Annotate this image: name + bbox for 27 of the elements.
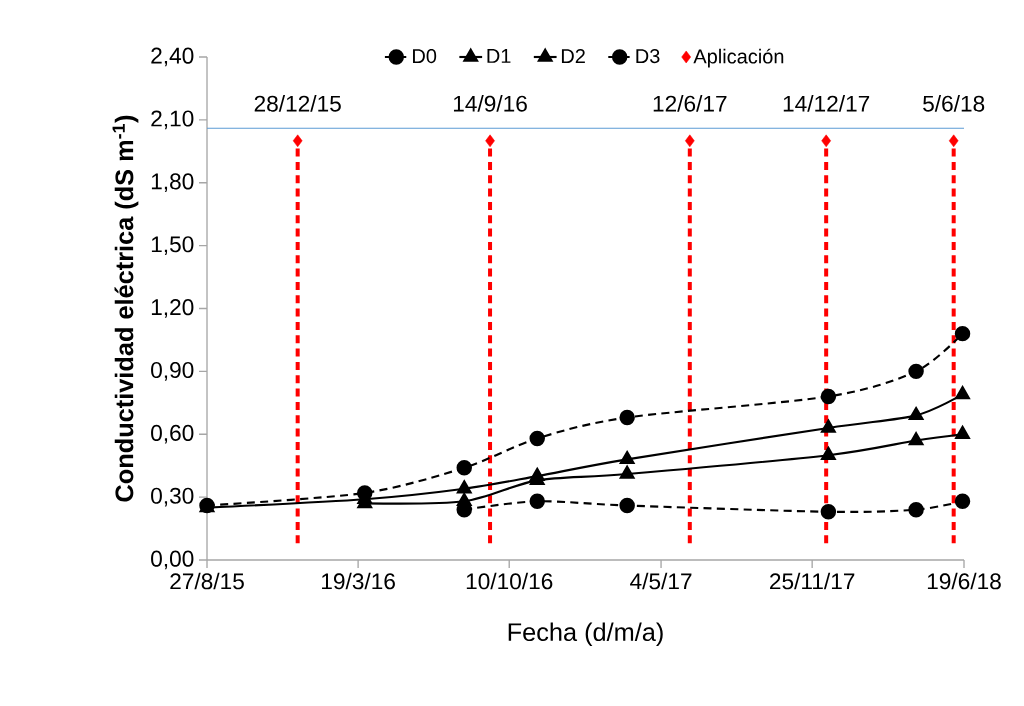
- ref-line-label: 12/6/17: [653, 95, 727, 112]
- y-tick-label: 0,00: [151, 550, 194, 570]
- y-axis-title: Conductividad eléctrica (dS m$^{-1}$): [112, 115, 139, 502]
- y-tick-label: 0,30: [151, 487, 194, 507]
- y-tick-label: 1,20: [151, 299, 194, 318]
- legend-label: Aplicación: [693, 48, 784, 68]
- x-tick-label: 19/3/16: [322, 572, 395, 590]
- ref-line-label: 14/12/17: [783, 95, 870, 112]
- legend-label: D1: [487, 49, 511, 63]
- y-tick-label: 1,50: [151, 236, 194, 255]
- x-tick-label: 25/11/17: [770, 572, 855, 590]
- legend-label: D3: [636, 49, 660, 64]
- y-tick-label: 2,40: [151, 47, 194, 67]
- x-tick-label: 27/8/15: [170, 572, 244, 590]
- x-tick-label: 10/10/16: [466, 572, 553, 590]
- y-tick-label: 2,10: [151, 110, 194, 130]
- x-axis-title: Fecha (d/m/a): [508, 622, 663, 647]
- ref-line-label: 28/12/15: [254, 95, 341, 112]
- x-tick-label: 4/5/17: [630, 572, 692, 590]
- y-tick-label: 0,90: [151, 362, 194, 381]
- ref-line-label: 14/9/16: [453, 95, 527, 112]
- legend-label: D2: [561, 49, 585, 63]
- y-tick-label: 1,80: [151, 173, 194, 193]
- legend-label: D0: [413, 49, 437, 64]
- y-tick-label: 0,60: [151, 424, 194, 444]
- x-tick-label: 19/6/18: [927, 572, 1001, 590]
- ref-line-label: 5/6/18: [923, 95, 985, 112]
